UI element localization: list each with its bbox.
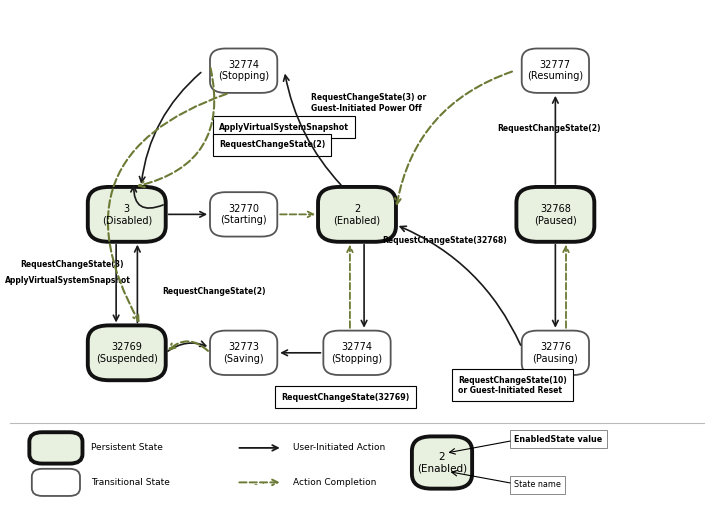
Text: 32774
(Stopping): 32774 (Stopping) [218,60,269,81]
Text: ApplyVirtualSystemSnapshot: ApplyVirtualSystemSnapshot [219,122,349,131]
Text: 32776
(Pausing): 32776 (Pausing) [533,342,578,364]
FancyBboxPatch shape [412,437,472,488]
Text: EnabledState value: EnabledState value [514,435,603,444]
FancyBboxPatch shape [29,432,83,464]
FancyBboxPatch shape [210,192,277,237]
Text: Action Completion: Action Completion [293,478,376,487]
Text: ApplyVirtualSystemSnapshot: ApplyVirtualSystemSnapshot [5,276,131,285]
Text: 2
(Enabled): 2 (Enabled) [417,452,467,473]
Text: Transitional State: Transitional State [91,478,170,487]
FancyBboxPatch shape [516,187,594,242]
Text: User-Initiated Action: User-Initiated Action [293,444,386,452]
Text: - ·: - · [254,479,266,489]
FancyBboxPatch shape [210,49,277,93]
Text: RequestChangeState(10)
or Guest-Initiated Reset: RequestChangeState(10) or Guest-Initiate… [458,375,567,395]
Text: Persistent State: Persistent State [91,444,164,452]
FancyBboxPatch shape [88,325,166,380]
Text: RequestChangeState(2): RequestChangeState(2) [219,140,325,149]
FancyBboxPatch shape [323,331,391,375]
Text: RequestChangeState(3) or
Guest-Initiated Power Off: RequestChangeState(3) or Guest-Initiated… [311,93,426,113]
FancyBboxPatch shape [210,331,277,375]
Text: 32769
(Suspended): 32769 (Suspended) [96,342,158,364]
Text: RequestChangeState(3): RequestChangeState(3) [21,259,124,269]
Text: State name: State name [514,480,561,489]
Text: 32774
(Stopping): 32774 (Stopping) [331,342,383,364]
Text: 2
(Enabled): 2 (Enabled) [333,204,381,225]
Text: RequestChangeState(32768): RequestChangeState(32768) [382,236,506,245]
FancyBboxPatch shape [318,187,396,242]
FancyBboxPatch shape [32,469,80,496]
Text: 32770
(Starting): 32770 (Starting) [221,204,267,225]
FancyBboxPatch shape [522,49,589,93]
Text: RequestChangeState(2): RequestChangeState(2) [497,124,600,133]
FancyBboxPatch shape [522,331,589,375]
Text: RequestChangeState(32769): RequestChangeState(32769) [281,393,409,402]
Text: RequestChangeState(2): RequestChangeState(2) [162,287,266,296]
Text: 32768
(Paused): 32768 (Paused) [534,204,577,225]
Text: 3
(Disabled): 3 (Disabled) [101,204,152,225]
Text: 32773
(Saving): 32773 (Saving) [223,342,264,364]
Text: 32777
(Resuming): 32777 (Resuming) [528,60,583,81]
FancyBboxPatch shape [88,187,166,242]
